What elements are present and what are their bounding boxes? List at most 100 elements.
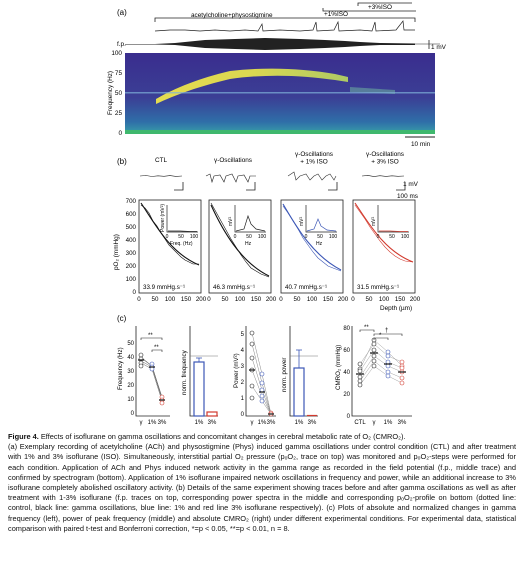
panel-b-label: (b) [117, 157, 127, 166]
spectrogram-y-label: Frequency (Hz) [107, 71, 114, 115]
svg-text:0: 0 [305, 234, 308, 240]
svg-text:60: 60 [343, 348, 350, 354]
scale-mv-label: 1 mV [403, 181, 419, 188]
svg-text:mV²: mV² [228, 217, 234, 227]
figure-caption: Figure 4. Effects of isoflurane on gamma… [8, 432, 516, 534]
svg-text:**: ** [154, 345, 159, 351]
svg-text:200: 200 [266, 296, 277, 303]
svg-text:0: 0 [131, 411, 135, 417]
svg-text:50: 50 [294, 296, 301, 303]
svg-text:100: 100 [165, 296, 176, 303]
svg-text:1%: 1% [258, 420, 267, 426]
svg-text:**: ** [148, 333, 153, 339]
svg-text:γ: γ [140, 420, 143, 426]
svg-text:norm. frequency: norm. frequency [181, 349, 188, 395]
svg-text:50: 50 [246, 234, 252, 240]
condition-ctl: CTL [155, 157, 168, 164]
panel-c-frequency: Frequency (Hz) 50 40 30 20 10 0 ** [117, 326, 170, 426]
svg-text:50: 50 [222, 296, 229, 303]
svg-text:1%: 1% [148, 420, 157, 426]
svg-text:Power (mV²): Power (mV²) [233, 353, 240, 388]
bar-label-iso1: +1%ISO [324, 11, 348, 18]
inset-labels: Power (mV²) Freq. (Hz) mV² mV² mV² Hz Hz [160, 204, 377, 247]
inset-ticks: 0 50 100 0 50 100 0 50 100 0 50 100 [166, 234, 410, 240]
inset-xlabel-first: Freq. (Hz) [170, 241, 193, 247]
svg-text:3%: 3% [208, 420, 217, 426]
svg-text:50: 50 [178, 234, 184, 240]
svg-text:1: 1 [241, 396, 245, 402]
fp-scale-label: 1 mV [431, 44, 447, 51]
svg-text:50: 50 [115, 90, 123, 97]
spectrogram-y-ticks: 100 75 50 25 0 [111, 50, 122, 137]
raw-traces [139, 171, 405, 184]
cmro2-gamma: 46.3 mmHg.s⁻¹ [213, 284, 255, 291]
panel-c-cmro2: CMRO₂ (mmHg) 80 60 40 20 0 [335, 325, 412, 426]
svg-text:600: 600 [126, 211, 137, 218]
svg-text:200: 200 [338, 296, 349, 303]
svg-text:150: 150 [323, 296, 334, 303]
svg-text:0: 0 [279, 296, 283, 303]
po2-trace [154, 20, 415, 32]
svg-text:20: 20 [127, 383, 134, 389]
svg-text:20: 20 [343, 392, 350, 398]
svg-text:150: 150 [395, 296, 406, 303]
svg-text:norm. power: norm. power [281, 358, 288, 392]
svg-text:200: 200 [126, 263, 137, 270]
svg-text:1%: 1% [384, 420, 393, 426]
svg-text:**: ** [364, 325, 369, 331]
bar-norm-power-iso1 [293, 367, 305, 417]
svg-text:5: 5 [241, 332, 245, 338]
svg-text:γ: γ [251, 420, 254, 426]
power-spectrum-insets [166, 205, 409, 233]
svg-text:2: 2 [241, 380, 245, 386]
svg-text:80: 80 [343, 326, 350, 332]
svg-text:CTL: CTL [354, 420, 366, 426]
svg-text:100: 100 [111, 50, 122, 57]
time-scale-label: 10 min [411, 141, 431, 148]
po2-y-label: pO₂ (mmHg) [113, 234, 120, 270]
svg-text:3%: 3% [158, 420, 167, 426]
inset-ylabel-first: Power (mV²) [160, 204, 166, 232]
svg-text:4: 4 [241, 348, 245, 354]
svg-text:1%: 1% [195, 420, 204, 426]
svg-text:100: 100 [307, 296, 318, 303]
scale-ms-label: 100 ms [397, 193, 418, 200]
svg-text:*: * [379, 333, 382, 339]
svg-text:700: 700 [126, 198, 137, 205]
svg-text:100: 100 [190, 234, 199, 240]
fp-trace [125, 38, 440, 50]
fp-label: f.p. [117, 41, 126, 48]
svg-text:Hz: Hz [316, 241, 323, 247]
svg-text:3%: 3% [267, 420, 276, 426]
bar-norm-frequency-iso3 [206, 411, 218, 417]
po2-profile-gamma [210, 202, 270, 278]
caption-title: Figure 4. [8, 432, 39, 441]
condition-gamma: γ-Oscillations [214, 157, 252, 164]
cmro2-iso1: 40.7 mmHg.s⁻¹ [285, 284, 327, 291]
depth-label: Depth (µm) [380, 305, 412, 312]
svg-text:50: 50 [366, 296, 373, 303]
svg-text:mV²: mV² [299, 217, 305, 227]
cmro2-values: 33.9 mmHg.s⁻¹ 46.3 mmHg.s⁻¹ 40.7 mmHg.s⁻… [143, 284, 399, 291]
po2-profile-iso1 [282, 203, 342, 272]
po2-profile-iso3 [354, 202, 414, 263]
panel-c-power: Power (mV²) 5 4 3 2 1 0 γ [233, 326, 276, 426]
svg-text:0: 0 [347, 414, 351, 420]
panel-c-norm-frequency: norm. frequency 1% 3% [181, 326, 218, 426]
bar-norm-frequency-iso1 [193, 361, 205, 417]
svg-text:200: 200 [410, 296, 421, 303]
condition-labels: CTL γ-Oscillations γ-Oscillations + 1% IS… [155, 151, 404, 166]
svg-text:†: † [385, 328, 388, 334]
panel-c-label: (c) [117, 314, 127, 323]
bar-label-iso3: +3%ISO [368, 4, 392, 11]
svg-text:100: 100 [258, 234, 267, 240]
svg-text:0: 0 [377, 234, 380, 240]
cmro2-ctl: 33.9 mmHg.s⁻¹ [143, 284, 185, 291]
svg-text:0: 0 [137, 296, 141, 303]
svg-text:3%: 3% [398, 420, 407, 426]
svg-text:3%: 3% [308, 420, 317, 426]
svg-text:150: 150 [251, 296, 262, 303]
cmro2-iso3: 31.5 mmHg.s⁻¹ [357, 284, 399, 291]
figure-4: (a) acetylcholine+physostigmine +1%ISO +… [107, 2, 447, 426]
po2-subplot-frames [138, 199, 416, 294]
